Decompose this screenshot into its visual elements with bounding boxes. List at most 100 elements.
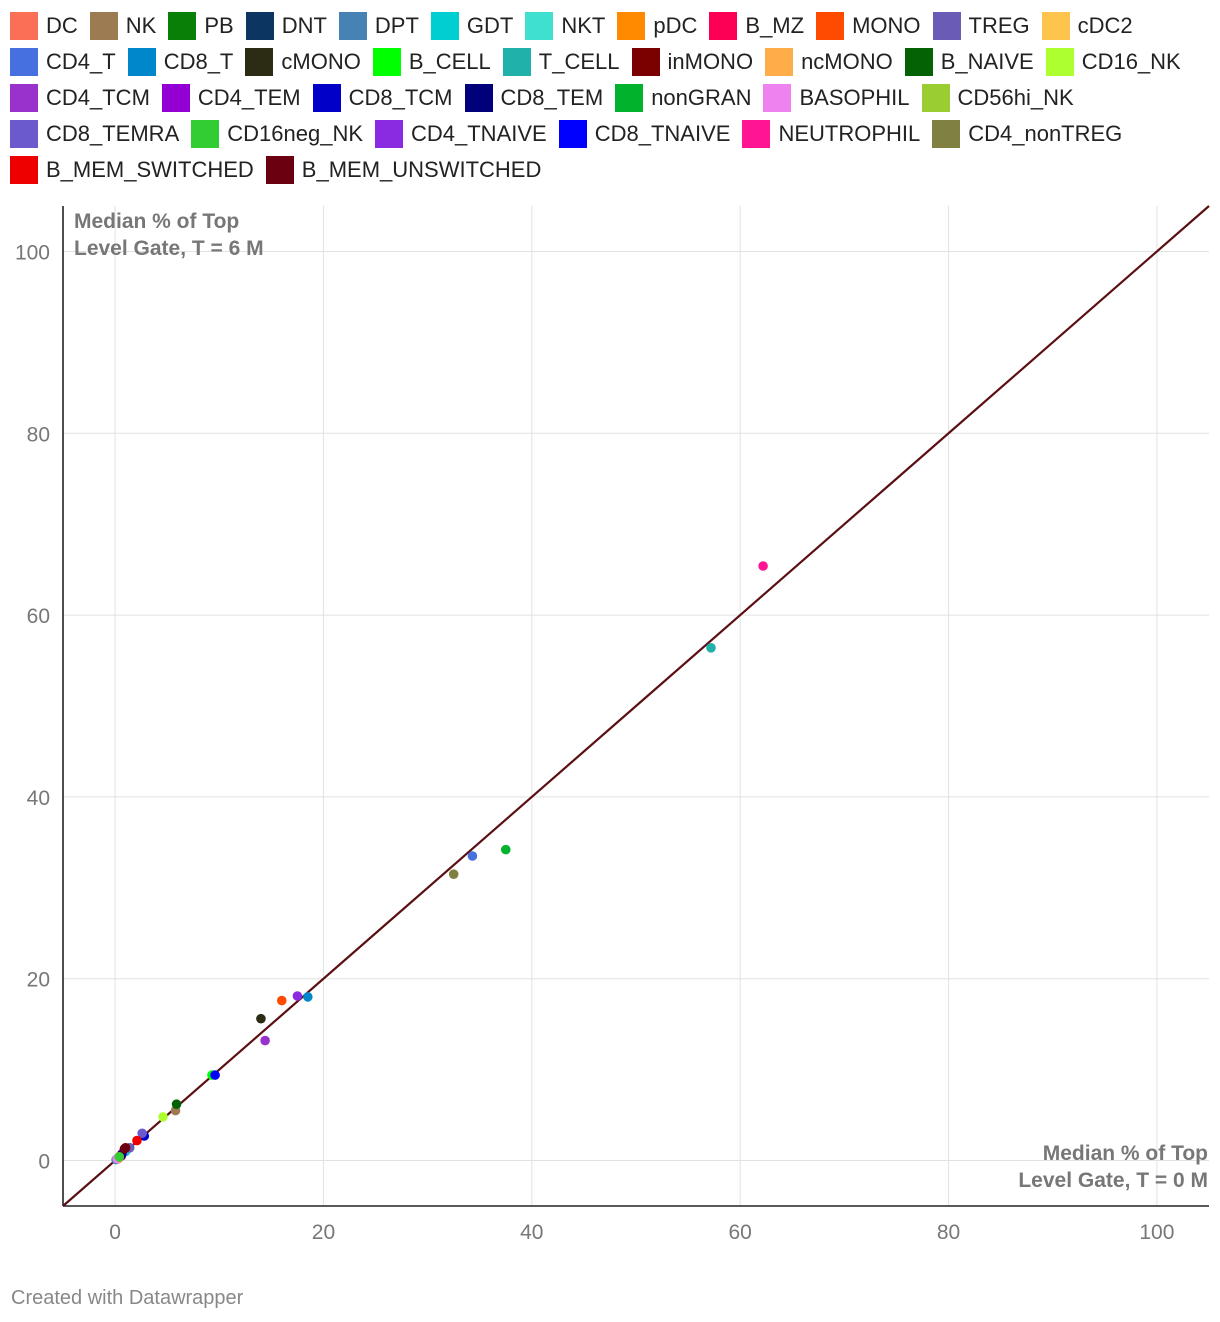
legend-label: B_NAIVE — [940, 49, 1034, 74]
data-point-cd16-nk[interactable] — [158, 1112, 168, 1122]
footer-credit[interactable]: Created with Datawrapper — [11, 1287, 244, 1309]
legend-item-cd8-tnaive[interactable]: CD8_TNAIVE — [558, 120, 730, 148]
legend-item-ncmono[interactable]: ncMONO — [765, 48, 893, 76]
x-axis-label: Median % of Top — [1043, 1142, 1208, 1165]
data-point-t-cell[interactable] — [706, 643, 716, 653]
data-point-cd8-t[interactable] — [303, 992, 313, 1002]
legend-item-pdc[interactable]: pDC — [617, 12, 697, 40]
legend-label: B_MZ — [745, 13, 805, 38]
legend-label: PB — [204, 13, 234, 38]
legend-item-cd16neg-nk[interactable]: CD16neg_NK — [191, 120, 363, 148]
legend-label: B_MEM_SWITCHED — [46, 157, 254, 182]
legend-item-b-mem-unswitched[interactable]: B_MEM_UNSWITCHED — [265, 156, 541, 184]
data-point-b-mem-switched[interactable] — [132, 1135, 142, 1146]
legend-swatch — [932, 12, 961, 40]
legend-item-nk[interactable]: NK — [89, 12, 157, 40]
legend-swatch — [816, 12, 845, 40]
legend-item-cd4-nontreg[interactable]: CD4_nonTREG — [932, 120, 1122, 148]
legend-label: cDC2 — [1077, 13, 1133, 38]
legend-label: BASOPHIL — [799, 85, 910, 110]
legend-label: CD8_T — [163, 49, 234, 74]
legend-label: ncMONO — [801, 49, 893, 74]
legend-swatch — [525, 12, 554, 40]
legend-item-cd56hi-nk[interactable]: CD56hi_NK — [921, 84, 1074, 112]
legend-label: cMONO — [281, 49, 361, 74]
legend-label: MONO — [852, 13, 921, 38]
legend-item-gdt[interactable]: GDT — [430, 12, 514, 40]
legend-label: GDT — [466, 13, 514, 38]
legend-item-nongran[interactable]: nonGRAN — [615, 84, 751, 112]
legend-item-t-cell[interactable]: T_CELL — [502, 48, 620, 76]
legend-swatch — [558, 120, 587, 148]
legend-item-dc[interactable]: DC — [10, 12, 78, 40]
data-point-cd4-t[interactable] — [467, 851, 478, 861]
data-point-mono[interactable] — [276, 995, 287, 1006]
legend-swatch — [921, 84, 950, 112]
legend-label: CD8_TEM — [500, 85, 604, 110]
legend-swatch — [763, 84, 792, 112]
legend-swatch — [191, 120, 220, 148]
legend: DC NK PB DNT DPT GDT NKT pDC B_MZ MONO TREG cDC2 CD4… — [10, 12, 1220, 184]
legend-item-pb[interactable]: PB — [168, 12, 234, 40]
legend-item-mono[interactable]: MONO — [816, 12, 921, 40]
legend-item-cd8-tcm[interactable]: CD8_TCM — [312, 84, 453, 112]
legend-item-treg[interactable]: TREG — [932, 12, 1030, 40]
legend-item-cd4-t[interactable]: CD4_T — [10, 48, 116, 76]
legend-label: NEUTROPHIL — [778, 121, 921, 146]
data-point-b-naive[interactable] — [171, 1099, 182, 1109]
legend-item-cd4-tcm[interactable]: CD4_TCM — [10, 84, 150, 112]
legend-item-b-mz[interactable]: B_MZ — [709, 12, 804, 40]
legend-swatch — [617, 12, 646, 40]
legend-swatch — [10, 156, 38, 184]
data-point-cd4-tcm[interactable] — [260, 1035, 270, 1046]
legend-item-cd4-tem[interactable]: CD4_TEM — [161, 84, 301, 112]
legend-item-cd8-tem[interactable]: CD8_TEM — [464, 84, 604, 112]
y-tick-label: 20 — [27, 969, 50, 992]
data-point-cd8-temra[interactable] — [137, 1128, 147, 1139]
legend-item-cdc2[interactable]: cDC2 — [1041, 12, 1133, 40]
legend-label: CD56hi_NK — [957, 85, 1074, 110]
legend-item-neutrophil[interactable]: NEUTROPHIL — [742, 120, 920, 148]
x-tick-label: 20 — [312, 1221, 335, 1244]
legend-swatch — [631, 48, 660, 76]
legend-item-dpt[interactable]: DPT — [338, 12, 419, 40]
data-point-cd4-nontreg[interactable] — [448, 869, 459, 879]
legend-label: CD4_TCM — [46, 85, 150, 110]
y-tick-label: 0 — [38, 1151, 50, 1174]
data-point-cmono[interactable] — [256, 1013, 266, 1024]
legend-item-nkt[interactable]: NKT — [525, 12, 605, 40]
scatter-chart: 0 20 40 60 80 100 0 20 40 60 80 100 Median % of Top L… — [15, 205, 1210, 1244]
legend-item-dnt[interactable]: DNT — [245, 12, 327, 40]
legend-swatch — [372, 48, 401, 76]
legend-label: CD4_TNAIVE — [411, 121, 547, 146]
legend-label: nonGRAN — [651, 85, 752, 110]
legend-swatch — [502, 48, 531, 76]
legend-item-b-cell[interactable]: B_CELL — [372, 48, 491, 76]
legend-item-cmono[interactable]: cMONO — [245, 48, 361, 76]
legend-item-basophil[interactable]: BASOPHIL — [763, 84, 910, 112]
data-point-nongran[interactable] — [500, 844, 511, 855]
legend-item-inmono[interactable]: inMONO — [631, 48, 753, 76]
legend-label: B_CELL — [408, 49, 491, 74]
identity-line — [62, 205, 1210, 1207]
legend-item-b-naive[interactable]: B_NAIVE — [904, 48, 1034, 76]
legend-item-b-mem-switched[interactable]: B_MEM_SWITCHED — [10, 156, 254, 184]
data-point-cd8-tnaive[interactable] — [210, 1070, 220, 1080]
y-tick-label: 80 — [27, 423, 50, 446]
legend-label: T_CELL — [538, 49, 620, 74]
legend-item-cd8-t[interactable]: CD8_T — [127, 48, 234, 76]
legend-item-cd4-tnaive[interactable]: CD4_TNAIVE — [375, 120, 547, 148]
data-point-cd4-tnaive[interactable] — [292, 991, 303, 1001]
data-point-b-mem-unswitched[interactable] — [119, 1143, 130, 1154]
legend-swatch — [765, 48, 794, 76]
x-axis-label: Level Gate, T = 0 M — [1018, 1169, 1208, 1192]
legend-label: CD8_TEMRA — [46, 121, 180, 146]
y-axis-label: Median % of Top — [74, 210, 239, 233]
legend-item-cd8-temra[interactable]: CD8_TEMRA — [10, 120, 179, 148]
legend-label: CD4_nonTREG — [968, 121, 1123, 146]
legend-label: NK — [125, 13, 157, 38]
data-point-neutrophil[interactable] — [758, 561, 768, 571]
data-point-cd16neg-nk[interactable] — [114, 1152, 125, 1162]
legend-label: CD4_TEM — [197, 85, 301, 110]
legend-item-cd16-nk[interactable]: CD16_NK — [1045, 48, 1181, 76]
